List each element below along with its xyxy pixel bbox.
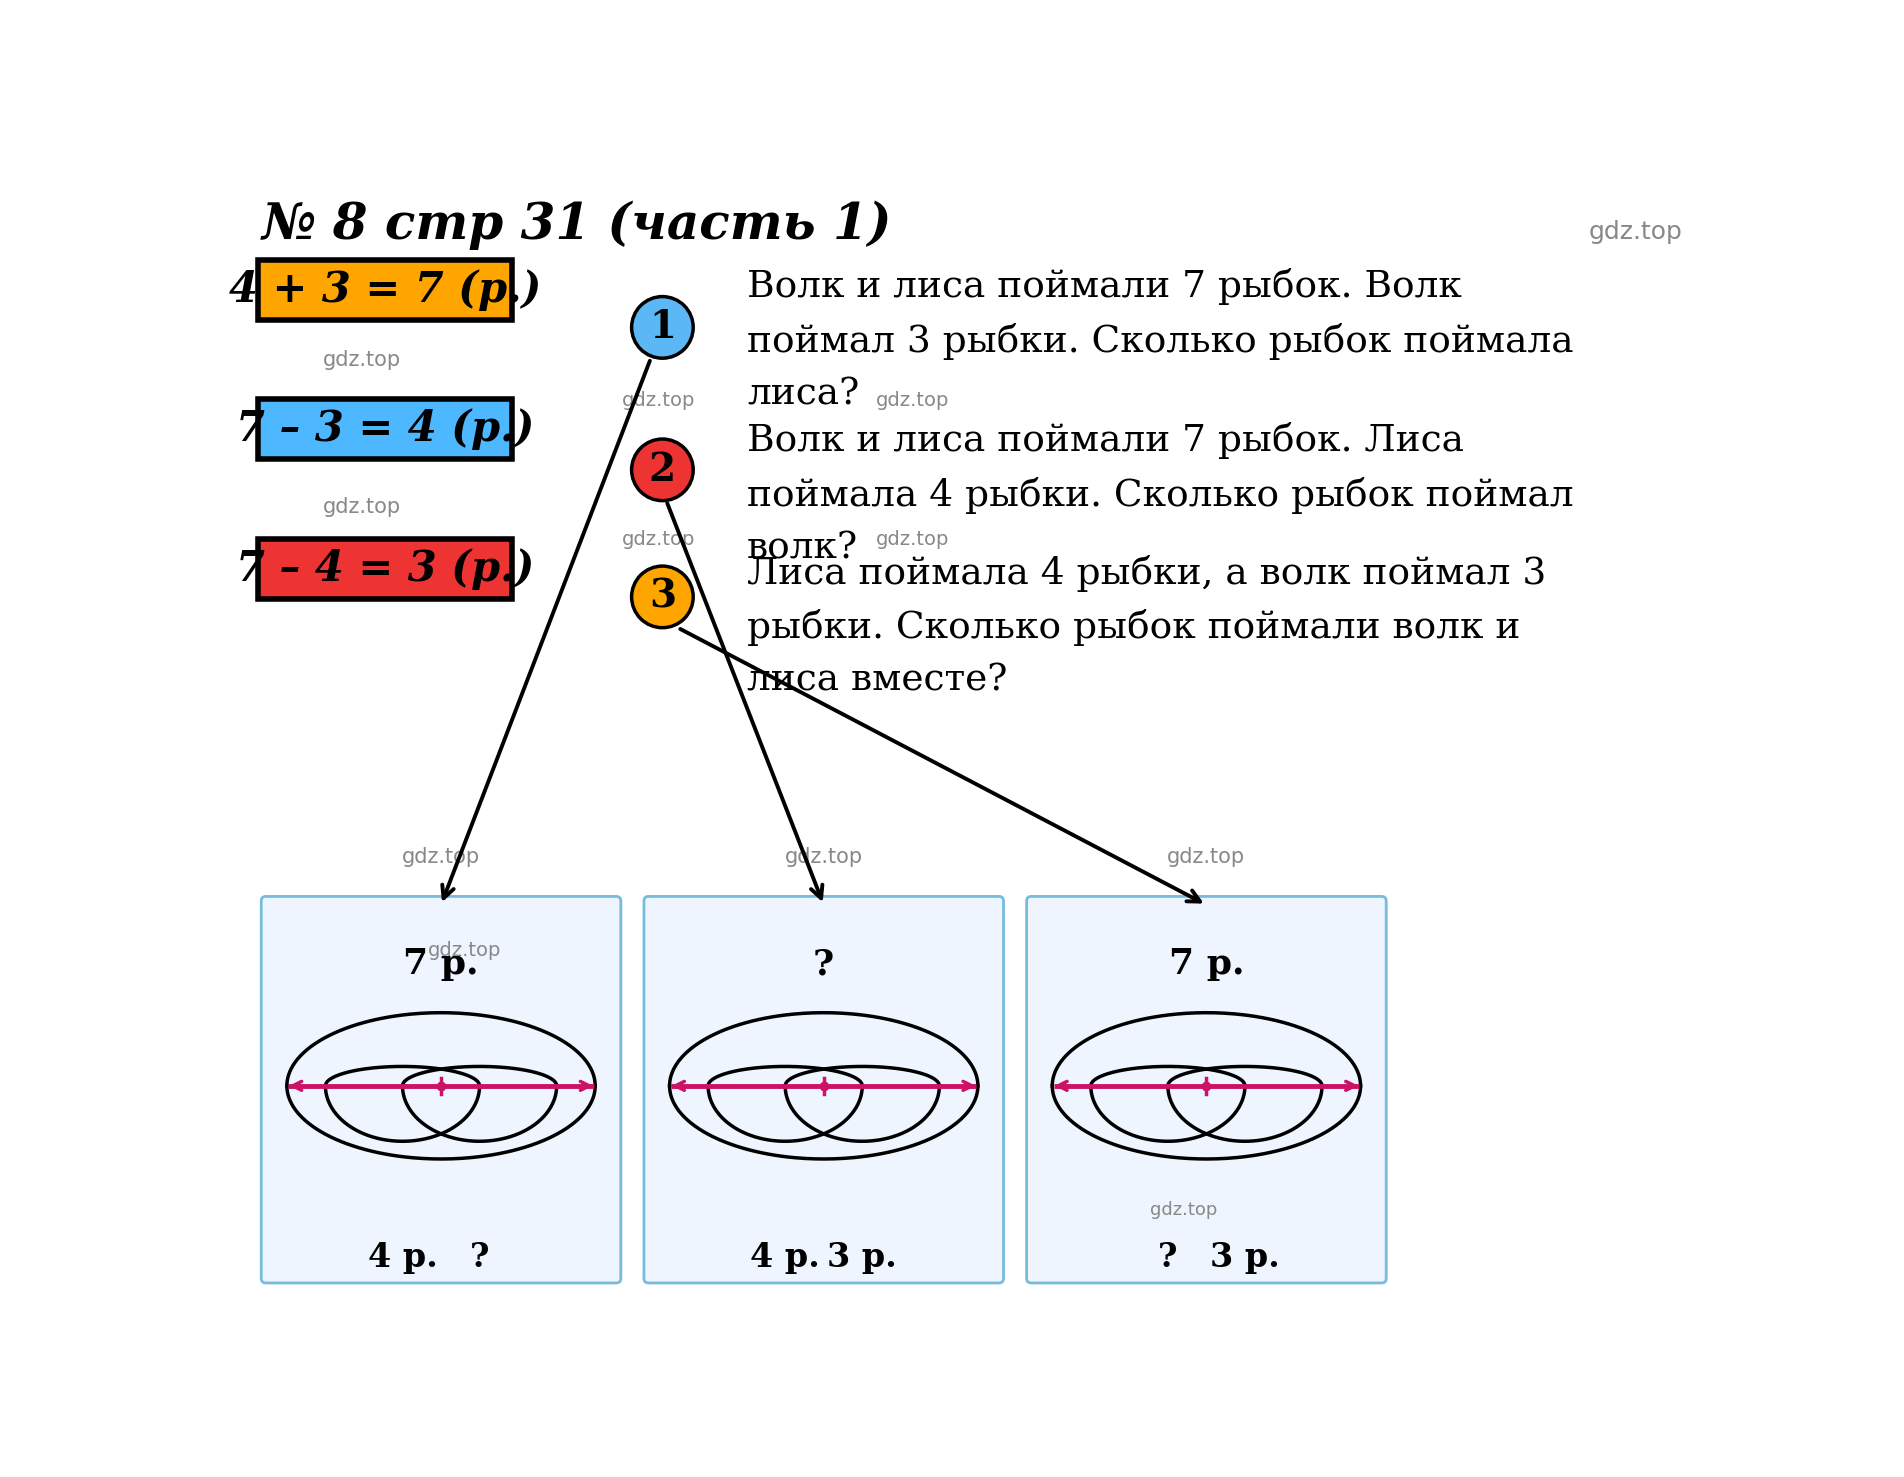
Text: 4 + 3 = 7 (р.): 4 + 3 = 7 (р.) [228, 269, 541, 312]
Text: gdz.top: gdz.top [876, 530, 950, 549]
Text: gdz.top: gdz.top [876, 391, 950, 411]
Text: 3: 3 [649, 578, 676, 616]
Text: gdz.top: gdz.top [402, 848, 480, 867]
Circle shape [632, 297, 693, 359]
FancyBboxPatch shape [259, 539, 512, 600]
FancyBboxPatch shape [261, 897, 621, 1284]
Text: Лиса поймала 4 рыбки, а волк поймал 3
рыбки. Сколько рыбок поймали волк и
лиса в: Лиса поймала 4 рыбки, а волк поймал 3 ры… [746, 554, 1546, 699]
Circle shape [632, 566, 693, 628]
Circle shape [632, 439, 693, 501]
Text: gdz.top: gdz.top [1167, 848, 1245, 867]
Text: gdz.top: gdz.top [324, 350, 402, 371]
Text: gdz.top: gdz.top [623, 530, 695, 549]
Text: № 8 стр 31 (часть 1): № 8 стр 31 (часть 1) [263, 201, 893, 250]
Text: 3 р.: 3 р. [1211, 1241, 1279, 1275]
Text: gdz.top: gdz.top [784, 848, 863, 867]
Text: gdz.top: gdz.top [623, 391, 695, 411]
Text: 2: 2 [649, 450, 676, 489]
FancyBboxPatch shape [1026, 897, 1386, 1284]
Text: gdz.top: gdz.top [426, 941, 501, 960]
Text: 1: 1 [649, 309, 676, 347]
Text: gdz.top: gdz.top [1588, 220, 1683, 244]
Text: ?: ? [470, 1241, 489, 1275]
Text: 3 р.: 3 р. [828, 1241, 897, 1275]
Text: 7 р.: 7 р. [404, 947, 478, 981]
Text: 7 р.: 7 р. [1169, 947, 1243, 981]
Text: gdz.top: gdz.top [1150, 1201, 1217, 1220]
FancyBboxPatch shape [259, 399, 512, 459]
Text: Волк и лиса поймали 7 рыбок. Волк
поймал 3 рыбки. Сколько рыбок поймала
лиса?: Волк и лиса поймали 7 рыбок. Волк поймал… [746, 269, 1575, 412]
Text: 4 р.: 4 р. [750, 1241, 821, 1275]
FancyBboxPatch shape [259, 260, 512, 321]
Text: 7 – 3 = 4 (р.): 7 – 3 = 4 (р.) [236, 408, 535, 450]
Text: 7 – 4 = 3 (р.): 7 – 4 = 3 (р.) [236, 548, 535, 591]
Text: ?: ? [1158, 1241, 1179, 1275]
Text: 4 р.: 4 р. [367, 1241, 438, 1275]
Text: gdz.top: gdz.top [324, 496, 402, 517]
FancyBboxPatch shape [644, 897, 1003, 1284]
Text: Волк и лиса поймали 7 рыбок. Лиса
поймала 4 рыбки. Сколько рыбок поймал
волк?: Волк и лиса поймали 7 рыбок. Лиса поймал… [746, 422, 1575, 566]
Text: ?: ? [813, 947, 834, 981]
